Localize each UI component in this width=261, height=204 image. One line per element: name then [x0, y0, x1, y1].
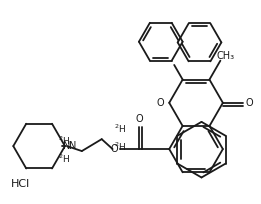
Text: $^{2}$H: $^{2}$H	[58, 153, 70, 165]
Text: $^{2}$H: $^{2}$H	[58, 135, 70, 147]
Text: O: O	[246, 98, 253, 108]
Text: $^{2}$H: $^{2}$H	[114, 141, 126, 153]
Text: HCl: HCl	[11, 180, 30, 190]
Text: N: N	[63, 141, 71, 151]
Text: O: O	[157, 98, 164, 108]
Text: N: N	[69, 141, 76, 151]
Text: $^{2}$H: $^{2}$H	[114, 123, 126, 135]
Text: CH₃: CH₃	[216, 51, 234, 61]
Text: O: O	[111, 144, 118, 154]
Text: O: O	[136, 114, 143, 124]
